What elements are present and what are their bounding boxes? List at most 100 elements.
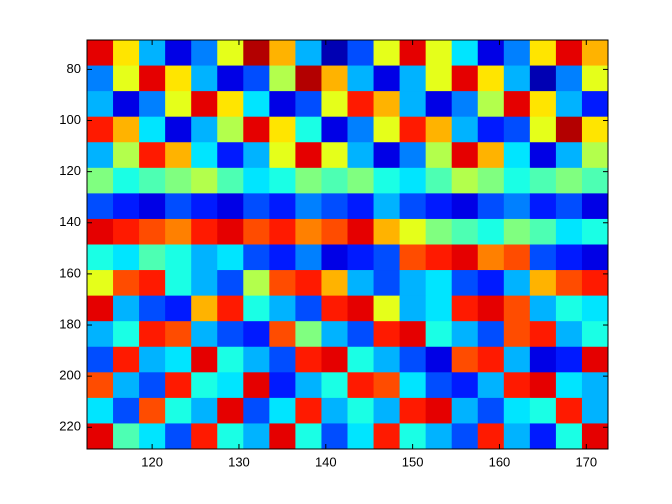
heatmap-cell [165, 372, 192, 399]
heatmap-cell [477, 270, 505, 297]
heatmap-cell [581, 116, 609, 143]
heatmap-cell [217, 65, 244, 92]
heatmap-cell [191, 244, 218, 271]
heatmap-cell [191, 116, 218, 143]
heatmap-cell [373, 423, 401, 450]
heatmap-cell [217, 116, 244, 143]
heatmap-cell [243, 423, 270, 450]
heatmap-cell [477, 116, 505, 143]
heatmap-cell [191, 372, 218, 399]
heatmap-cell [269, 91, 296, 118]
heatmap-cell [503, 193, 531, 220]
heatmap-cell [217, 346, 244, 373]
heatmap-cell [243, 218, 270, 245]
heatmap-cell [217, 91, 244, 118]
heatmap-cell [451, 346, 479, 373]
heatmap-cell [347, 116, 375, 143]
heatmap-cell [269, 193, 296, 220]
heatmap-cell [373, 270, 401, 297]
heatmap-cell [529, 91, 557, 118]
heatmap-cell [191, 295, 218, 322]
heatmap-cell [347, 65, 375, 92]
heatmap-cell [373, 142, 401, 169]
heatmap-cell [321, 116, 348, 143]
heatmap-cell [139, 65, 166, 92]
heatmap-cell [113, 167, 140, 194]
axes-box [86, 39, 609, 450]
heatmap-cell [87, 142, 114, 169]
heatmap-cell [165, 40, 192, 67]
heatmap-cell [113, 142, 140, 169]
heatmap-cell [425, 346, 453, 373]
heatmap-cell [529, 423, 557, 450]
heatmap-cell [581, 321, 609, 348]
heatmap-cell [87, 423, 114, 450]
heatmap-cell [139, 91, 166, 118]
heatmap-cell [425, 40, 453, 67]
heatmap-cell [477, 65, 505, 92]
heatmap-cell [555, 295, 583, 322]
heatmap-cell [555, 270, 583, 297]
heatmap-cell [503, 218, 531, 245]
heatmap-cell [217, 270, 244, 297]
heatmap-cell [347, 40, 375, 67]
heatmap-cell [243, 244, 270, 271]
heatmap-cell [269, 295, 296, 322]
heatmap-cell [87, 65, 114, 92]
heatmap-cell [243, 270, 270, 297]
heatmap-cell [321, 218, 348, 245]
heatmap-cell [451, 218, 479, 245]
heatmap-cell [295, 91, 322, 118]
heatmap-cell [373, 372, 401, 399]
heatmap-cell [555, 65, 583, 92]
heatmap-cell [191, 65, 218, 92]
heatmap-cell [191, 423, 218, 450]
heatmap-cell [243, 116, 270, 143]
heatmap-cell [113, 295, 140, 322]
heatmap-cell [555, 321, 583, 348]
heatmap-cell [581, 244, 609, 271]
heatmap-cell [399, 397, 427, 424]
heatmap-cell [399, 193, 427, 220]
heatmap [87, 40, 609, 450]
heatmap-cell [165, 142, 192, 169]
heatmap-cell [321, 65, 348, 92]
heatmap-cell [139, 167, 166, 194]
heatmap-cell [321, 193, 348, 220]
heatmap-cell [295, 116, 322, 143]
heatmap-cell [191, 218, 218, 245]
heatmap-cell [191, 91, 218, 118]
heatmap-cell [217, 244, 244, 271]
heatmap-cell [295, 244, 322, 271]
heatmap-cell [503, 65, 531, 92]
heatmap-cell [269, 321, 296, 348]
heatmap-cell [399, 167, 427, 194]
heatmap-cell [451, 423, 479, 450]
heatmap-cell [347, 397, 375, 424]
heatmap-cell [503, 116, 531, 143]
heatmap-cell [503, 91, 531, 118]
heatmap-cell [347, 91, 375, 118]
heatmap-cell [555, 372, 583, 399]
heatmap-cell [165, 270, 192, 297]
heatmap-cell [529, 142, 557, 169]
heatmap-cell [503, 40, 531, 67]
heatmap-cell [581, 218, 609, 245]
heatmap-cell [139, 346, 166, 373]
heatmap-cell [269, 244, 296, 271]
heatmap-cell [217, 193, 244, 220]
heatmap-cell [477, 218, 505, 245]
heatmap-cell [503, 295, 531, 322]
heatmap-cell [191, 270, 218, 297]
heatmap-cell [451, 167, 479, 194]
x-tick-label: 160 [489, 454, 511, 469]
x-tick-label: 150 [402, 454, 424, 469]
heatmap-cell [555, 142, 583, 169]
heatmap-cell [399, 270, 427, 297]
heatmap-cell [165, 423, 192, 450]
heatmap-cell [503, 244, 531, 271]
heatmap-cell [425, 397, 453, 424]
heatmap-cell [347, 244, 375, 271]
heatmap-cell [425, 65, 453, 92]
